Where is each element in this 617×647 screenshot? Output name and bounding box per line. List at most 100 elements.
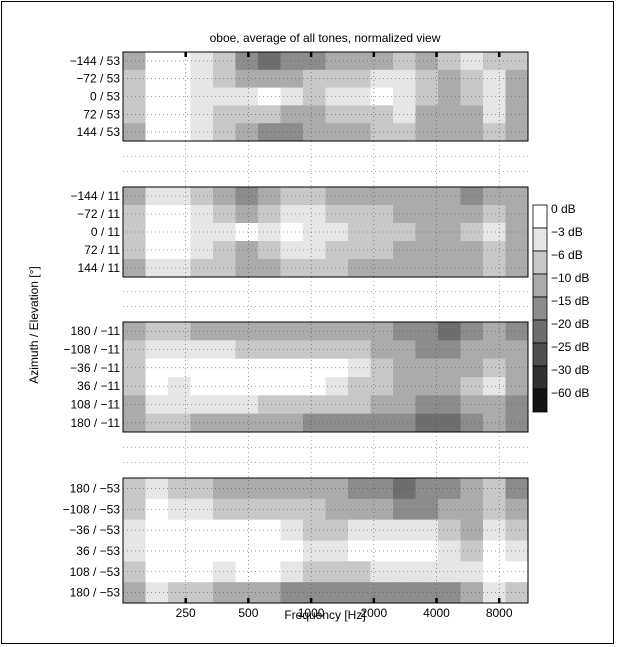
heatmap-cell	[505, 413, 528, 433]
heatmap-cell	[190, 187, 214, 206]
heatmap-cell	[460, 223, 484, 242]
y-tick-label: −72 / 11	[77, 207, 120, 221]
heatmap-cell	[325, 259, 349, 278]
heatmap-cell	[303, 105, 327, 124]
heatmap-cell	[190, 205, 214, 224]
heatmap-cell	[483, 223, 507, 242]
panel-gap	[123, 432, 528, 478]
colorbar-label: −60 dB	[551, 386, 589, 400]
heatmap-cell	[145, 205, 169, 224]
heatmap-cell	[280, 69, 304, 89]
heatmap-cell	[348, 582, 372, 603]
x-tick-label: 8000	[486, 606, 513, 620]
y-axis-title: Azimuth / Elevation [°]	[27, 266, 41, 384]
heatmap-cell	[123, 519, 147, 542]
panel-frames	[122, 51, 529, 604]
heatmap-cell	[213, 540, 237, 562]
heatmap-cell	[258, 377, 282, 396]
heatmap-cell	[123, 395, 147, 415]
y-tick-label: −144 / 11	[71, 189, 121, 203]
heatmap-cell	[303, 241, 327, 260]
heatmap-cell	[325, 322, 349, 341]
heatmap-cell	[325, 340, 349, 360]
heatmap-cell	[280, 478, 304, 500]
heatmap-cell	[325, 52, 349, 71]
colorbar-swatch	[532, 342, 548, 367]
heatmap-cell	[438, 358, 462, 378]
heatmap-cell	[483, 187, 507, 206]
heatmap-cell	[258, 519, 282, 542]
heatmap-cell	[258, 123, 282, 142]
heatmap-cell	[190, 519, 214, 542]
heatmap-cell	[213, 358, 237, 378]
heatmap-cell	[370, 377, 394, 396]
heatmap-cell	[303, 478, 327, 500]
y-tick-label: 0 / 53	[90, 90, 120, 104]
heatmap-cell	[190, 322, 214, 341]
heatmap-cell	[235, 413, 259, 433]
heatmap-cell	[145, 123, 169, 142]
heatmap-cell	[168, 87, 192, 106]
heatmap-cell	[190, 540, 214, 562]
panel-gap	[123, 277, 528, 322]
heatmap-cell	[280, 561, 304, 583]
heatmap-cell	[505, 358, 528, 378]
heatmap-cell	[303, 340, 327, 360]
heatmap-cell	[235, 87, 259, 106]
heatmap-cell	[505, 519, 528, 542]
y-tick-label: 36 / −53	[76, 544, 120, 558]
heatmap-cell	[280, 340, 304, 360]
heatmap-cell	[370, 358, 394, 378]
y-tick-label: 144 / 53	[77, 125, 121, 139]
heatmap-cell	[325, 395, 349, 415]
heatmap-cell	[325, 187, 349, 206]
heatmap-cell	[483, 52, 507, 71]
heatmap-cell	[123, 561, 147, 583]
heatmap-cell	[280, 519, 304, 542]
heatmap-cell	[460, 52, 484, 71]
heatmap-cell	[348, 69, 372, 89]
heatmap-cell	[325, 478, 349, 500]
heatmap-cell	[280, 395, 304, 415]
heatmap-cell	[460, 87, 484, 106]
heatmap-cell	[438, 52, 462, 71]
heatmap-cell	[438, 413, 462, 433]
heatmap-cell	[505, 582, 528, 603]
heatmap-cell	[325, 540, 349, 562]
heatmap-cell	[303, 205, 327, 224]
heatmap-cell	[145, 582, 169, 603]
chart-title: oboe, average of all tones, normalized v…	[210, 31, 441, 45]
heatmap-cell	[303, 395, 327, 415]
heatmap-cell	[370, 519, 394, 542]
heatmap-cell	[303, 561, 327, 583]
heatmap-cell	[460, 259, 484, 278]
heatmap-cell	[505, 340, 528, 360]
heatmap-cell	[213, 52, 237, 71]
heatmap-cell	[145, 498, 169, 521]
y-tick-label: 180 / −53	[70, 481, 121, 495]
colorbar-label: −3 dB	[551, 225, 583, 239]
heatmap-cell	[505, 395, 528, 415]
heatmap-cell	[123, 123, 147, 142]
x-tick-label: 500	[238, 606, 258, 620]
heatmap-cell	[190, 377, 214, 396]
heatmap-cell	[505, 478, 528, 500]
heatmap-cell	[280, 259, 304, 278]
heatmap-cell	[370, 395, 394, 415]
heatmap-cell	[483, 69, 507, 89]
heatmap-cell	[370, 340, 394, 360]
heatmap-cell	[123, 413, 147, 433]
heatmap-cell	[438, 395, 462, 415]
heatmap-cell	[190, 52, 214, 71]
heatmap-cell	[438, 241, 462, 260]
heatmap-cell	[213, 87, 237, 106]
heatmap-cell	[235, 358, 259, 378]
heatmap-cell	[393, 540, 417, 562]
heatmap-cell	[235, 69, 259, 89]
heatmap-cell	[370, 123, 394, 142]
heatmap-cell	[258, 105, 282, 124]
heatmap-cell	[190, 105, 214, 124]
heatmap-cell	[190, 498, 214, 521]
